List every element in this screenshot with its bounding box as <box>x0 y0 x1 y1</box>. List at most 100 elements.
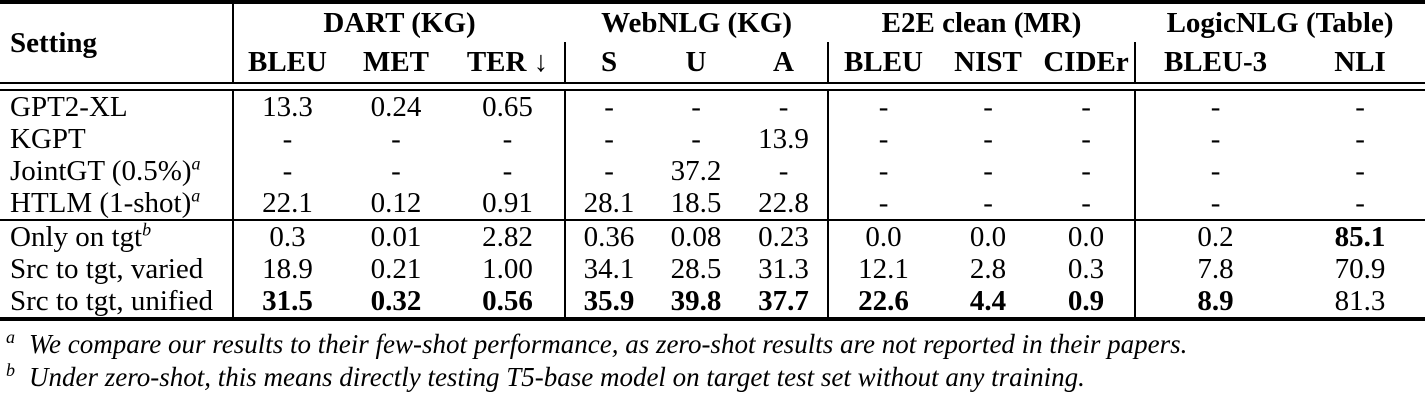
col-header-e2e-nist: NIST <box>954 46 1022 78</box>
cell: - <box>778 155 789 187</box>
cell: 2.82 <box>482 221 533 253</box>
cell-best: 35.9 <box>564 285 653 319</box>
row-label-text: Only on tgt <box>10 221 143 253</box>
col-header-logicnlg-nli: NLI <box>1334 46 1386 78</box>
table-row: HTLM (1-shot)a 22.1 0.12 0.91 28.1 18.5 … <box>0 187 1425 220</box>
group-header-e2e: E2E clean (MR) <box>881 7 1082 39</box>
cell: - <box>232 123 341 155</box>
cell: - <box>391 155 401 187</box>
footnote-marker-a: a <box>6 328 15 347</box>
footnote-b: b Under zero-shot, this means directly te… <box>4 361 1425 394</box>
table-row: JointGT (0.5%)a - - - - 37.2 - - - - - - <box>0 155 1425 187</box>
cell: 0.23 <box>758 221 809 253</box>
cell: - <box>1081 155 1091 187</box>
row-label: Src to tgt, varied <box>0 253 233 285</box>
cell: - <box>827 155 939 187</box>
cell-best: 8.9 <box>1134 285 1296 319</box>
row-label-text: KGPT <box>10 123 86 155</box>
cell-best: 31.5 <box>232 285 341 319</box>
footnote-ref-a: a <box>191 187 201 206</box>
cell: - <box>564 123 653 155</box>
cell: - <box>1134 123 1296 155</box>
cell: 18.9 <box>232 253 341 285</box>
row-label: JointGT (0.5%)a <box>0 155 233 187</box>
cell: 0.0 <box>969 221 1007 253</box>
col-header-dart-met: MET <box>362 46 430 78</box>
table-header: Setting DART (KG) WebNLG (KG) E2E clean … <box>0 2 1425 83</box>
col-header-logicnlg-bleu3: BLEU-3 <box>1134 42 1296 83</box>
row-label: GPT2-XL <box>0 90 233 123</box>
header-double-rule <box>0 82 1425 91</box>
cell: 12.1 <box>827 253 939 285</box>
cell: 28.5 <box>670 253 722 285</box>
cell-best: 0.9 <box>1067 285 1105 317</box>
cell: 31.3 <box>758 253 809 285</box>
cell: 7.8 <box>1134 253 1296 285</box>
group-header-row: Setting DART (KG) WebNLG (KG) E2E clean … <box>0 2 1425 83</box>
table-row: GPT2-XL 13.3 0.24 0.65 - - - - - - - - <box>0 90 1425 123</box>
row-label-text: Src to tgt, unified <box>10 285 213 317</box>
cell: 0.2 <box>1134 220 1296 253</box>
cell-best: 39.8 <box>670 285 722 317</box>
cell: 0.08 <box>670 221 722 253</box>
footnote-ref-b: b <box>142 220 152 240</box>
cell: - <box>502 123 513 155</box>
row-label: Only on tgtb <box>0 220 233 253</box>
cell: - <box>1134 90 1296 123</box>
row-label-text: GPT2-XL <box>10 91 128 123</box>
cell: 0.36 <box>564 220 653 253</box>
cell: - <box>1081 123 1091 155</box>
cell: 22.8 <box>758 187 809 219</box>
col-header-webnlg-s: S <box>564 42 653 83</box>
cell: - <box>983 155 993 187</box>
row-label: HTLM (1-shot)a <box>0 187 233 220</box>
cell: - <box>1081 187 1091 219</box>
group-header-logicnlg: LogicNLG (Table) <box>1166 7 1394 39</box>
col-header-webnlg-u: U <box>685 46 707 78</box>
cell: - <box>691 91 701 123</box>
cell: 22.1 <box>232 187 341 220</box>
cell: - <box>983 123 993 155</box>
footnote-a: a We compare our results to their few-sho… <box>4 328 1425 361</box>
cell-best: 85.1 <box>1334 221 1386 253</box>
table-row: Src to tgt, unified 31.5 0.32 0.56 35.9 … <box>0 285 1425 319</box>
table-row: Only on tgtb 0.3 0.01 2.82 0.36 0.08 0.2… <box>0 220 1425 253</box>
cell: - <box>1355 91 1365 123</box>
footnote-ref-a: a <box>191 155 201 174</box>
setting-column-header: Setting <box>0 2 234 83</box>
cell: 0.0 <box>1067 221 1105 253</box>
table-footnotes: a We compare our results to their few-sho… <box>0 321 1425 394</box>
cell: - <box>1355 123 1365 155</box>
cell: - <box>391 123 401 155</box>
cell: - <box>564 90 653 123</box>
cell: - <box>983 187 993 219</box>
cell: - <box>502 155 513 187</box>
cell: - <box>778 91 789 123</box>
cell: 81.3 <box>1334 285 1386 317</box>
cell-best: 0.32 <box>370 285 422 317</box>
cell: 0.12 <box>370 187 422 219</box>
col-header-webnlg-a: A <box>773 46 794 78</box>
cell: 0.24 <box>370 91 422 123</box>
footnote-marker-b: b <box>6 361 15 380</box>
cell: 0.0 <box>827 220 939 253</box>
cell: - <box>983 91 993 123</box>
col-header-dart-bleu: BLEU <box>248 46 327 78</box>
cell-best: 22.6 <box>827 285 939 319</box>
cell-best: 37.7 <box>758 285 809 317</box>
row-label-text: JointGT (0.5%) <box>10 155 192 187</box>
cell: - <box>1355 155 1365 187</box>
cell: - <box>564 155 653 187</box>
cell: - <box>827 123 939 155</box>
footnote-text: Under zero-shot, this means directly tes… <box>29 362 1085 392</box>
cell: 1.00 <box>482 253 533 285</box>
cell: 13.9 <box>758 123 809 155</box>
col-header-e2e-cider: CIDEr <box>1043 46 1129 78</box>
cell: 0.3 <box>232 220 341 253</box>
cell: 0.91 <box>482 187 533 219</box>
cell: 28.1 <box>564 187 653 220</box>
metric-header-row: BLEU MET TER ↓ S U A BLEU NIST CIDEr BLE… <box>0 42 1425 83</box>
cell: - <box>1355 187 1365 219</box>
row-label: KGPT <box>0 123 233 155</box>
cell: - <box>827 90 939 123</box>
